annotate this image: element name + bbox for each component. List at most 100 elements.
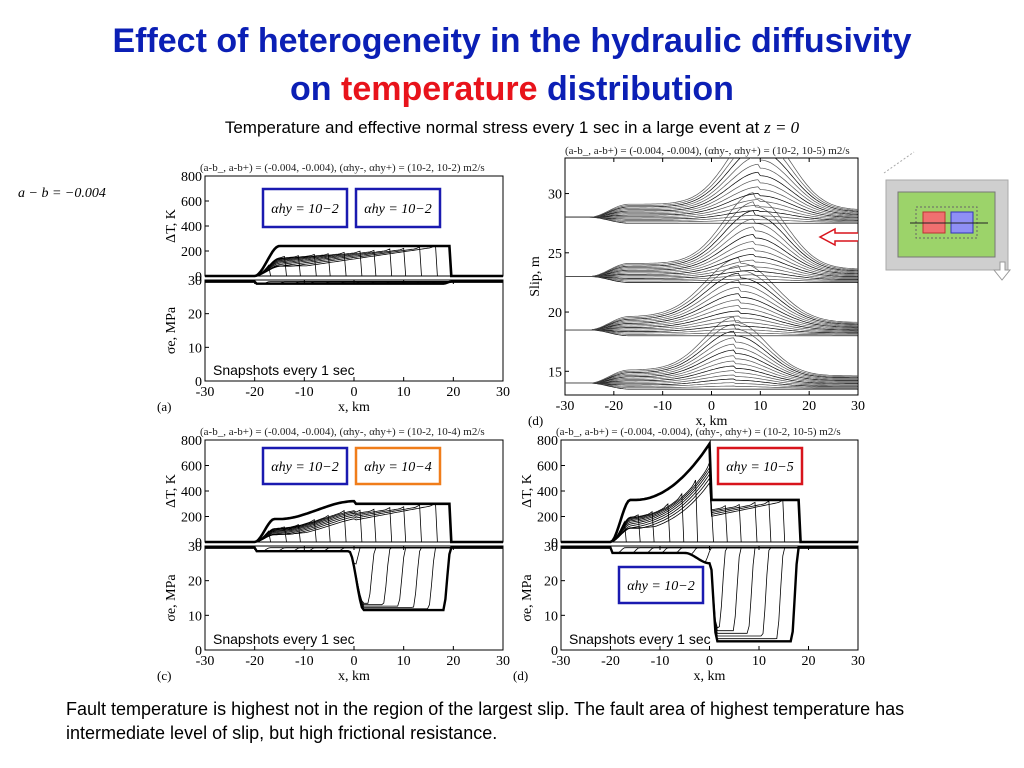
- temp-ytick-label: 200: [537, 511, 558, 526]
- stress-xtick-label: -30: [196, 654, 215, 669]
- stress-snapshot-line: [205, 547, 503, 608]
- panel-letter: (c): [157, 668, 171, 683]
- x-axis-label: x, km: [338, 400, 370, 415]
- panel-letter: (a): [157, 399, 171, 414]
- slip-line: [565, 272, 858, 331]
- slip-line: [565, 199, 858, 219]
- temp-axis-label: ΔT, K: [520, 474, 535, 508]
- stress-ytick-label: 10: [188, 341, 202, 356]
- temp-ytick-label: 600: [181, 460, 202, 475]
- slip-line: [565, 201, 858, 277]
- temp-snapshot-line: [561, 510, 858, 543]
- alpha-box-blue: [261, 187, 349, 229]
- slip-ytick-label: 15: [548, 365, 562, 380]
- slip-line: [565, 276, 858, 282]
- panel-header: (a-b_, a-b+) = (-0.004, -0.004), (αhy-, …: [200, 426, 485, 438]
- temp-ytick-label: 200: [181, 511, 202, 526]
- slip-ytick-label: 20: [548, 306, 562, 321]
- title-part1: on: [290, 70, 342, 108]
- slip-line: [565, 280, 858, 331]
- alpha-box-orange: [354, 446, 442, 486]
- stress-ytick-label: 10: [544, 609, 558, 624]
- temp-snapshot-line: [561, 520, 858, 543]
- alpha-box-blue: [617, 565, 705, 605]
- alpha-box-blue: [261, 446, 349, 486]
- alpha-box-blue-label: αhy = 10−2: [271, 202, 338, 217]
- panel-header: (a-b_, a-b+) = (-0.004, -0.004), (αhy-, …: [565, 145, 850, 157]
- stress-xtick-label: -10: [651, 654, 670, 669]
- alpha-box-blue: [354, 187, 442, 229]
- temp-ytick-label: 600: [181, 195, 202, 210]
- slip-line: [565, 257, 858, 331]
- temp-snapshot-line: [205, 508, 503, 543]
- slip-ytick-label: 30: [548, 188, 562, 203]
- snapshot-annotation: Snapshots every 1 sec: [569, 631, 711, 647]
- subtitle-text: Temperature and effective normal stress …: [224, 118, 765, 137]
- stress-ytick-label: 0: [195, 375, 202, 390]
- stress-xtick-label: -10: [295, 385, 314, 400]
- slip-line: [565, 349, 858, 384]
- stress-ytick-label: 10: [188, 609, 202, 624]
- temp-snapshot-line: [205, 264, 503, 277]
- temp-snapshot-line: [205, 245, 503, 277]
- stress-xtick-label: -30: [552, 654, 571, 669]
- temp-ytick-label: 200: [181, 245, 202, 260]
- stress-xtick-label: -20: [245, 385, 264, 400]
- slip-line: [565, 360, 858, 384]
- stress-ytick-label: 0: [195, 644, 202, 659]
- arrow-down-icon: [992, 261, 1012, 281]
- panel-letter: (d): [513, 668, 528, 683]
- stress-xtick-label: -20: [601, 654, 620, 669]
- stress-xtick-label: 0: [351, 385, 358, 400]
- slip-line: [565, 192, 858, 277]
- slip-line: [565, 158, 858, 218]
- slip-line: [565, 226, 858, 277]
- slip-xtick-label: 10: [753, 399, 767, 414]
- slip-line: [565, 299, 858, 331]
- slip-line: [565, 193, 858, 218]
- panel-header: (a-b_, a-b+) = (-0.004, -0.004), (αhy-, …: [200, 162, 485, 174]
- slip-line: [565, 374, 858, 386]
- stress-snapshot-line: [205, 547, 503, 606]
- slip-line: [565, 276, 858, 283]
- stress-xtick-label: 30: [496, 385, 510, 400]
- x-axis-label: x, km: [338, 669, 370, 684]
- temp-snapshot-line: [205, 506, 503, 543]
- snapshot-annotation: Snapshots every 1 sec: [213, 362, 355, 378]
- alpha-box-red-label: αhy = 10−5: [726, 460, 793, 475]
- slip-line: [565, 343, 858, 384]
- stress-axis-label: σe, MPa: [164, 574, 179, 622]
- stress-xtick-label: -20: [245, 654, 264, 669]
- temp-ytick-label: 800: [537, 434, 558, 449]
- temp-snapshot-line: [561, 439, 858, 544]
- temp-ytick-label: 0: [551, 536, 558, 551]
- alpha-box-red: [716, 446, 804, 486]
- temp-snapshot-line: [205, 249, 503, 277]
- panel-d2: 0 200 400 600 800 0 10 20 30 -30 -20 -10 0 10 20 30 ΔT, …: [513, 426, 865, 684]
- slip-line: [565, 216, 858, 223]
- slip-line: [565, 305, 858, 331]
- stress-ytick-label: 20: [188, 575, 202, 590]
- slip-line: [565, 259, 858, 278]
- arrow-left-icon: [818, 227, 858, 247]
- fault-schematic-inset: [883, 151, 1012, 281]
- temp-ytick-label: 400: [181, 220, 202, 235]
- stress-xtick-label: 20: [446, 385, 460, 400]
- slip-line: [565, 365, 858, 384]
- stress-xtick-label: -10: [295, 654, 314, 669]
- slip-line: [565, 171, 858, 218]
- temp-snapshot-line: [205, 519, 503, 543]
- panel-a: 0 200 400 600 800 0 10 20 30 -30 -20 -10 0 10 20 30 ΔT, …: [157, 162, 510, 415]
- temp-snapshot-line: [205, 514, 503, 543]
- stress-snapshot-line: [205, 280, 503, 285]
- slip-line: [565, 186, 858, 218]
- panel-header: (a-b_, a-b+) = (-0.004, -0.004), (αhy-, …: [556, 426, 841, 438]
- temp-snapshot-line: [205, 246, 503, 277]
- stress-ytick-label: 0: [551, 644, 558, 659]
- stress-snapshot-line: [205, 547, 503, 610]
- stress-xtick-label: 30: [851, 654, 865, 669]
- panel-letter: (d): [528, 413, 543, 428]
- slip-x-axis-label: x, km: [696, 414, 728, 429]
- slip-line: [565, 247, 858, 277]
- slip-line: [565, 163, 858, 218]
